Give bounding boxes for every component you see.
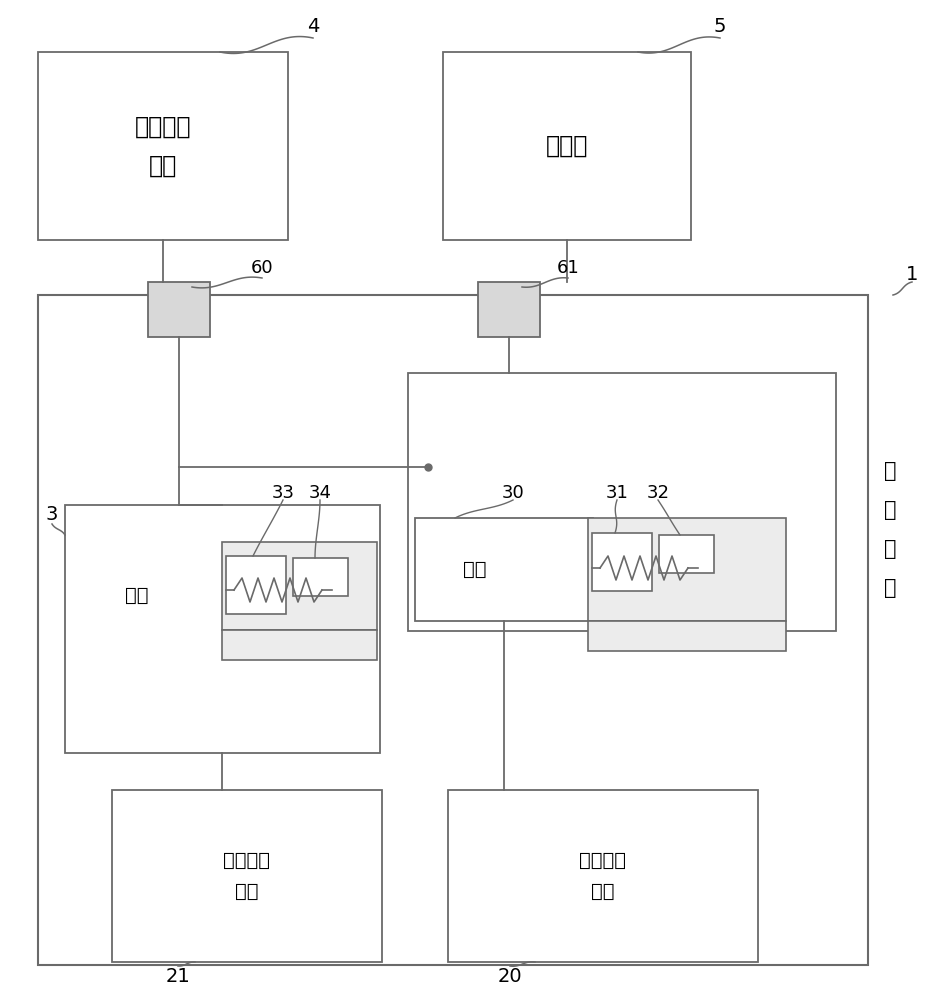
Text: 低
温
装
置: 低 温 装 置 bbox=[883, 461, 895, 598]
Text: 32: 32 bbox=[645, 484, 669, 502]
Text: 频率计: 频率计 bbox=[545, 134, 587, 158]
Text: 30: 30 bbox=[501, 484, 524, 502]
Text: 蓝宝石微
波腔: 蓝宝石微 波腔 bbox=[579, 851, 625, 901]
Bar bbox=[591, 533, 651, 591]
Text: 蓝宝石微
波腔: 蓝宝石微 波腔 bbox=[224, 851, 270, 901]
Bar bbox=[148, 282, 209, 337]
Text: 61: 61 bbox=[556, 259, 579, 277]
Text: 5: 5 bbox=[713, 17, 725, 36]
Text: 热板: 热板 bbox=[125, 585, 149, 604]
Text: 33: 33 bbox=[271, 484, 294, 502]
Bar bbox=[38, 52, 288, 240]
Text: 热板: 热板 bbox=[463, 560, 486, 579]
Bar bbox=[414, 518, 592, 621]
Bar bbox=[478, 282, 540, 337]
Text: 温度监控
模块: 温度监控 模块 bbox=[134, 114, 191, 178]
Bar bbox=[587, 518, 785, 621]
Bar bbox=[407, 373, 835, 631]
Bar bbox=[222, 630, 377, 660]
Bar bbox=[38, 295, 867, 965]
Text: 21: 21 bbox=[166, 966, 190, 986]
Bar bbox=[65, 505, 380, 753]
Bar bbox=[226, 556, 286, 614]
Text: 34: 34 bbox=[308, 484, 331, 502]
Bar bbox=[292, 558, 347, 596]
Bar bbox=[112, 790, 382, 962]
Bar bbox=[659, 535, 713, 573]
Bar bbox=[443, 52, 690, 240]
Text: 60: 60 bbox=[250, 259, 273, 277]
Bar bbox=[447, 790, 757, 962]
Bar bbox=[222, 542, 377, 630]
Text: 4: 4 bbox=[307, 17, 319, 36]
Bar bbox=[587, 621, 785, 651]
Text: 1: 1 bbox=[904, 265, 917, 284]
Text: 20: 20 bbox=[497, 966, 522, 986]
Text: 3: 3 bbox=[46, 506, 58, 524]
Text: 31: 31 bbox=[605, 484, 627, 502]
